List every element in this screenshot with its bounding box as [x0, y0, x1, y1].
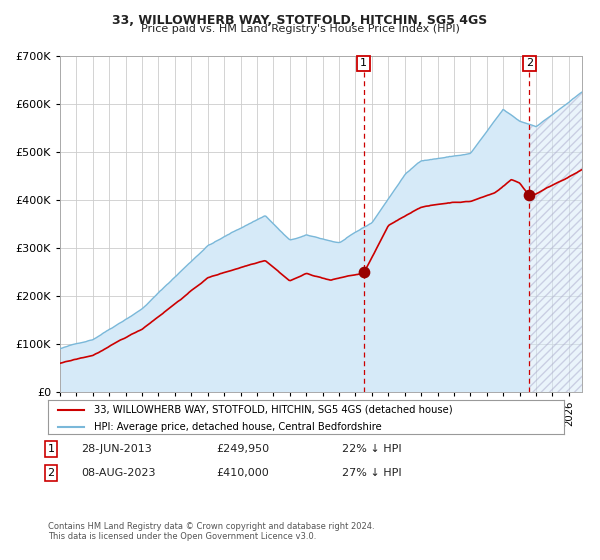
- Text: Price paid vs. HM Land Registry's House Price Index (HPI): Price paid vs. HM Land Registry's House …: [140, 24, 460, 34]
- Point: [359, 268, 368, 277]
- Text: £249,950: £249,950: [216, 444, 269, 454]
- Text: 33, WILLOWHERB WAY, STOTFOLD, HITCHIN, SG5 4GS: 33, WILLOWHERB WAY, STOTFOLD, HITCHIN, S…: [112, 14, 488, 27]
- Text: This data is licensed under the Open Government Licence v3.0.: This data is licensed under the Open Gov…: [48, 532, 316, 541]
- Text: 28-JUN-2013: 28-JUN-2013: [81, 444, 152, 454]
- Text: 2: 2: [47, 468, 55, 478]
- Text: 2: 2: [526, 58, 533, 68]
- Text: HPI: Average price, detached house, Central Bedfordshire: HPI: Average price, detached house, Cent…: [94, 422, 382, 432]
- Point: [524, 191, 534, 200]
- Text: 22% ↓ HPI: 22% ↓ HPI: [342, 444, 401, 454]
- Text: Contains HM Land Registry data © Crown copyright and database right 2024.: Contains HM Land Registry data © Crown c…: [48, 522, 374, 531]
- Text: 08-AUG-2023: 08-AUG-2023: [81, 468, 155, 478]
- Text: 27% ↓ HPI: 27% ↓ HPI: [342, 468, 401, 478]
- Text: 1: 1: [360, 58, 367, 68]
- Text: 33, WILLOWHERB WAY, STOTFOLD, HITCHIN, SG5 4GS (detached house): 33, WILLOWHERB WAY, STOTFOLD, HITCHIN, S…: [94, 405, 453, 415]
- Text: 1: 1: [47, 444, 55, 454]
- Text: £410,000: £410,000: [216, 468, 269, 478]
